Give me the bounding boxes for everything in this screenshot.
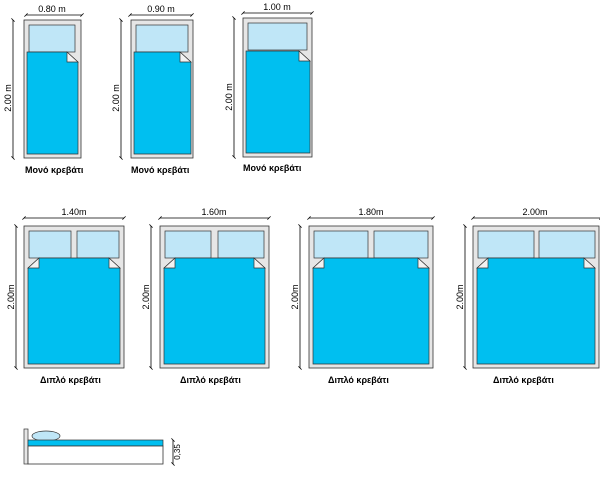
length-label: 2.00m (6, 284, 16, 309)
pillow-left (28, 230, 72, 259)
bed-caption: Μονό κρεβάτι (131, 165, 190, 175)
folded-corner (179, 51, 192, 63)
bed-caption: Μονό κρεβάτι (25, 165, 84, 175)
width-label: 0.90 m (147, 4, 175, 14)
double-bed-4: 2.00m 2.00m Διπλό κρεβάτι (455, 207, 600, 385)
pillow-left (164, 230, 212, 259)
double-bed-3: 1.80m 2.00m Διπλό κρεβάτι (290, 207, 435, 385)
folded-corner-right (417, 257, 430, 269)
single-bed-1: 0.80 m 2.00 m Μονό κρεβάτι (3, 4, 84, 175)
length-label: 2.00 m (224, 83, 234, 111)
pillow-right (538, 230, 596, 259)
pillow-right (373, 230, 429, 259)
length-label: 2.00m (455, 284, 465, 309)
length-label: 2.00 m (111, 84, 121, 112)
folded-corner-left (163, 257, 176, 269)
mattress (163, 257, 266, 365)
mattress (476, 257, 596, 365)
pillow-right (217, 230, 265, 259)
bed-caption: Διπλό κρεβάτι (328, 375, 389, 385)
mattress (312, 257, 430, 365)
bed-caption: Διπλό κρεβάτι (40, 375, 101, 385)
folded-corner (298, 50, 311, 62)
folded-corner-left (476, 257, 489, 269)
pillow (28, 24, 76, 53)
double-bed-2: 1.60m 2.00m Διπλό κρεβάτι (141, 207, 271, 385)
mattress (26, 51, 79, 155)
pillow-left (313, 230, 369, 259)
width-label: 2.00m (522, 207, 547, 217)
bed-caption: Μονό κρεβάτι (243, 163, 302, 173)
headboard (23, 428, 29, 465)
length-label: 2.00 m (3, 84, 13, 112)
width-label: 1.40m (61, 207, 86, 217)
width-label: 1.60m (201, 207, 226, 217)
double-bed-1: 1.40m 2.00m Διπλό κρεβάτι (6, 207, 126, 385)
mattress (27, 257, 121, 365)
pillow (135, 24, 189, 53)
height-label: 0,35 (173, 444, 182, 460)
folded-corner-right (108, 257, 121, 269)
width-label: 0.80 m (38, 4, 66, 14)
bed-caption: Διπλό κρεβάτι (493, 375, 554, 385)
single-bed-3: 1.00 m 2.00 m Μονό κρεβάτι (224, 2, 314, 173)
mattress (133, 51, 192, 155)
width-label: 1.00 m (263, 2, 291, 12)
folded-corner-left (312, 257, 325, 269)
folded-corner-right (583, 257, 596, 269)
bed-side-view: 0,35 (23, 428, 182, 466)
pillow-side (31, 430, 61, 442)
bed-caption: Διπλό κρεβάτι (180, 375, 241, 385)
length-label: 2.00m (290, 284, 300, 309)
folded-corner (66, 51, 79, 63)
pillow (247, 22, 308, 51)
bed-base-side (27, 445, 164, 465)
mattress (245, 50, 311, 154)
pillow-right (76, 230, 120, 259)
single-bed-2: 0.90 m 2.00 m Μονό κρεβάτι (111, 4, 194, 175)
length-label: 2.00m (141, 284, 151, 309)
width-label: 1.80m (358, 207, 383, 217)
mattress-side (27, 439, 164, 447)
pillow-left (477, 230, 535, 259)
folded-corner-left (27, 257, 40, 269)
folded-corner-right (253, 257, 266, 269)
